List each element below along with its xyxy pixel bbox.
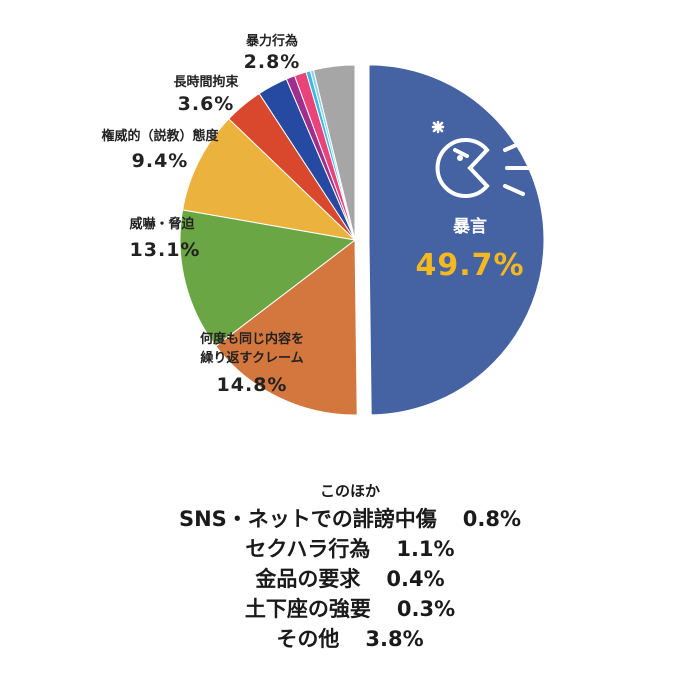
slice-name-label: 威嚇・脅迫 [129,216,195,232]
slice-value-label: 14.8% [217,374,288,396]
pie-slices [179,64,545,416]
note-value: 0.3% [396,597,456,621]
slice-name-label: 暴力行為 [245,33,298,49]
note-item: セクハラ行為 1.1% [0,534,700,564]
slice-name-label: 繰り返すクレーム [200,350,303,366]
note-item: 金品の要求 0.4% [0,564,700,594]
note-value: 1.1% [396,537,455,561]
shouting-face-icon [431,120,531,198]
pie-slice [182,118,357,241]
slice-value-label: 9.4% [132,150,189,172]
note-label: SNS・ネットでの誹謗中傷 [178,507,437,531]
note-label: その他 [276,627,340,651]
slice-value-label: 13.1% [130,239,201,261]
note-value: 0.4% [386,567,445,591]
note-value: 0.8% [462,507,522,531]
note-label: 金品の要求 [255,567,361,591]
pie-slice [215,238,358,416]
slice-name-label: 暴言 [452,216,487,237]
slice-name-label: 長時間拘束 [173,74,239,90]
note-value: 3.8% [365,627,424,651]
other-items-notes: このほか SNS・ネットでの誹謗中傷 0.8% セクハラ行為 1.1% 金品の要求 0… [0,478,700,654]
notes-heading: このほか [319,482,380,500]
pie-slice [368,64,545,416]
pie-slice [312,64,356,241]
note-item: その他 3.8% [0,624,700,654]
note-label: セクハラ行為 [245,537,371,561]
note-label: 土下座の強要 [244,597,371,621]
slice-value-label: 3.6% [178,93,235,115]
note-item: 土下座の強要 0.3% [0,594,700,624]
slice-name-label: 何度も同じ内容を [200,331,304,347]
slice-value-label: 2.8% [244,51,301,73]
slice-value-label: 49.7% [415,248,524,283]
slice-name-label: 権威的（説教）態度 [101,128,219,144]
pie-slice [179,209,357,347]
note-item: SNS・ネットでの誹謗中傷 0.8% [0,504,700,534]
